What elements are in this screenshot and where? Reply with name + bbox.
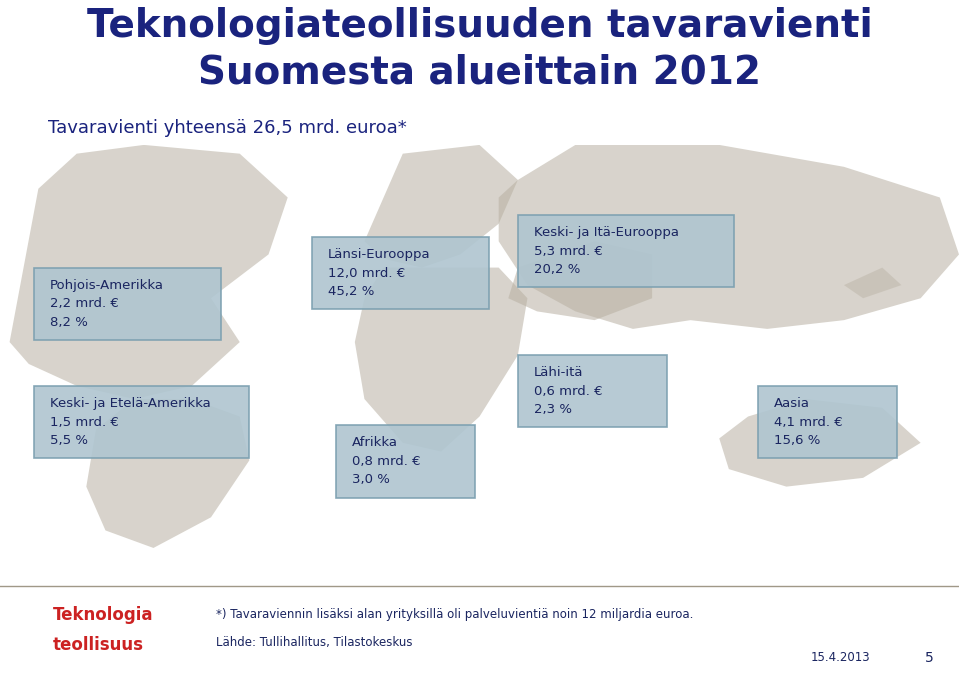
FancyBboxPatch shape [312,237,489,309]
FancyBboxPatch shape [518,215,734,287]
Text: Teknologia: Teknologia [53,606,153,624]
Text: teollisuus: teollisuus [53,636,144,654]
Text: Lähde: Tullihallitus, Tilastokeskus: Lähde: Tullihallitus, Tilastokeskus [216,636,412,648]
Polygon shape [719,399,921,487]
Text: Lähi-itä
0,6 mrd. €
2,3 %: Lähi-itä 0,6 mrd. € 2,3 % [534,367,603,417]
FancyBboxPatch shape [34,268,221,340]
FancyBboxPatch shape [518,355,667,427]
Polygon shape [86,399,249,548]
Text: Afrikka
0,8 mrd. €
3,0 %: Afrikka 0,8 mrd. € 3,0 % [352,437,421,487]
Text: 15.4.2013: 15.4.2013 [810,651,870,664]
Text: Keski- ja Itä-Eurooppa
5,3 mrd. €
20,2 %: Keski- ja Itä-Eurooppa 5,3 mrd. € 20,2 % [534,226,679,276]
Text: *) Tavaraviennin lisäksi alan yrityksillä oli palveluvientiä noin 12 miljardia e: *) Tavaraviennin lisäksi alan yrityksill… [216,609,693,621]
Polygon shape [499,145,959,329]
Text: Keski- ja Etelä-Amerikka
1,5 mrd. €
5,5 %: Keski- ja Etelä-Amerikka 1,5 mrd. € 5,5 … [50,397,211,447]
FancyBboxPatch shape [34,386,249,458]
Text: Länsi-Eurooppa
12,0 mrd. €
45,2 %: Länsi-Eurooppa 12,0 mrd. € 45,2 % [328,248,431,298]
FancyBboxPatch shape [758,386,897,458]
Text: Suomesta alueittain 2012: Suomesta alueittain 2012 [198,53,761,92]
Polygon shape [355,268,527,452]
Text: Aasia
4,1 mrd. €
15,6 %: Aasia 4,1 mrd. € 15,6 % [774,397,843,447]
Polygon shape [508,241,652,320]
Text: Teknologiateollisuuden tavaravienti: Teknologiateollisuuden tavaravienti [86,7,873,45]
Polygon shape [364,145,518,268]
Text: Tavaravienti yhteensä 26,5 mrd. euroa*: Tavaravienti yhteensä 26,5 mrd. euroa* [48,119,407,137]
Text: 5: 5 [925,650,934,665]
Polygon shape [10,145,288,399]
Polygon shape [844,268,901,298]
FancyBboxPatch shape [336,425,475,497]
Text: Pohjois-Amerikka
2,2 mrd. €
8,2 %: Pohjois-Amerikka 2,2 mrd. € 8,2 % [50,279,164,329]
